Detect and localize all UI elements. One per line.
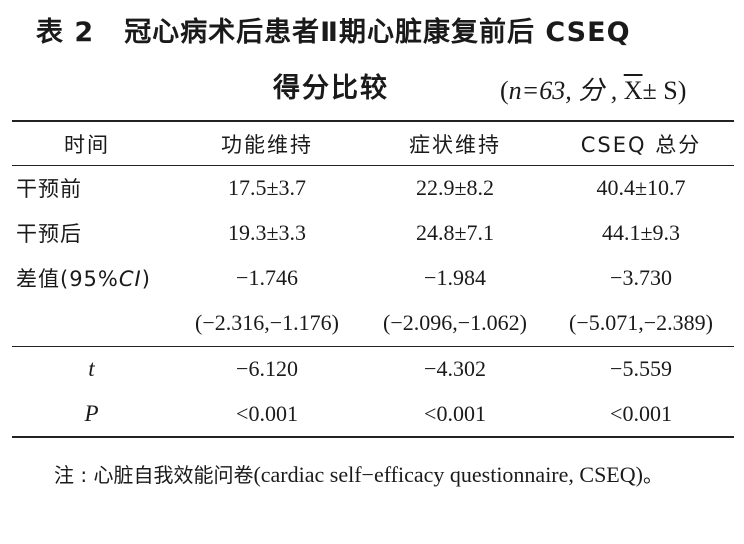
row-label: 差值(95%CI): [16, 266, 151, 291]
footnote-end: 。: [642, 463, 663, 487]
header-symptom: 症状维持: [409, 132, 501, 157]
table-row: t −6.120 −4.302 −5.559: [12, 346, 734, 391]
table-cell: −1.746: [236, 264, 298, 290]
table-cell: 40.4±10.7: [596, 174, 686, 200]
footnote-body: (cardiac self−efficacy questionnaire, CS…: [253, 462, 643, 487]
row-label: 干预后: [16, 221, 82, 246]
table-cell: <0.001: [610, 400, 672, 426]
table-cell: −6.120: [236, 355, 298, 381]
table-cell: 44.1±9.3: [601, 219, 681, 245]
table-cell: (−5.071,−2.389): [569, 310, 713, 335]
stat-n: n=63, 分 ,: [508, 76, 624, 105]
table-cell: (−2.096,−1.062): [383, 310, 527, 335]
table-title-line2: 得分比较 (n=63, 分 , X± S): [0, 66, 744, 106]
table-row: 干预前 17.5±3.7 22.9±8.2 40.4±10.7: [12, 165, 734, 210]
header-total: CSEQ 总分: [580, 132, 702, 157]
row-label: [12, 300, 172, 346]
data-table: 时间 功能维持 症状维持 CSEQ 总分 干预前 17.5±3.7 22.9±8…: [12, 122, 734, 436]
table-footnote: 注 : 心脏自我效能问卷(cardiac self−efficacy quest…: [14, 452, 730, 498]
header-rule: [12, 165, 734, 166]
header-time: 时间: [64, 132, 110, 157]
bottom-rule: [12, 436, 734, 438]
footnote-prefix: 注 : 心脏自我效能问卷: [54, 463, 254, 487]
table-title: 表 2 冠心病术后患者Ⅱ期心脏康复前后 CSEQ: [0, 10, 744, 49]
table-row: P <0.001 <0.001 <0.001: [12, 391, 734, 436]
table-cell: 19.3±3.3: [227, 219, 307, 245]
table-title-continuation: 得分比较: [273, 73, 389, 104]
table-cell: −5.559: [610, 355, 672, 381]
table-cell: (−2.316,−1.176): [195, 310, 339, 335]
top-rule: [12, 120, 734, 122]
table-row: 差值(95%CI) −1.746 −1.984 −3.730: [12, 255, 734, 300]
table-row: (−2.316,−1.176) (−2.096,−1.062) (−5.071,…: [12, 300, 734, 346]
table-cell: <0.001: [424, 400, 486, 426]
table-cell: <0.001: [236, 400, 298, 426]
table-cell: −3.730: [610, 264, 672, 290]
stat-rule: [12, 346, 734, 347]
table-number: 表 2: [36, 17, 95, 48]
table-cell: 17.5±3.7: [227, 174, 307, 200]
header-row: 时间 功能维持 症状维持 CSEQ 总分: [12, 122, 734, 165]
table-cell: 22.9±8.2: [415, 174, 495, 200]
row-label: P: [84, 400, 100, 426]
table-cell: −4.302: [424, 355, 486, 381]
table-cell: 24.8±7.1: [415, 219, 495, 245]
stat-prefix: (: [500, 76, 509, 105]
table-row: 干预后 19.3±3.3 24.8±7.1 44.1±9.3: [12, 210, 734, 255]
table-cell: −1.984: [424, 264, 486, 290]
row-label: t: [88, 355, 96, 381]
table-title-text: 冠心病术后患者Ⅱ期心脏康复前后 CSEQ: [124, 17, 631, 48]
row-label: 干预前: [16, 176, 82, 201]
stat-suffix: ± S): [642, 76, 687, 105]
stat-xbar: X: [623, 76, 643, 105]
table-stat-note: (n=63, 分 , X± S): [500, 70, 686, 107]
header-function: 功能维持: [221, 132, 313, 157]
